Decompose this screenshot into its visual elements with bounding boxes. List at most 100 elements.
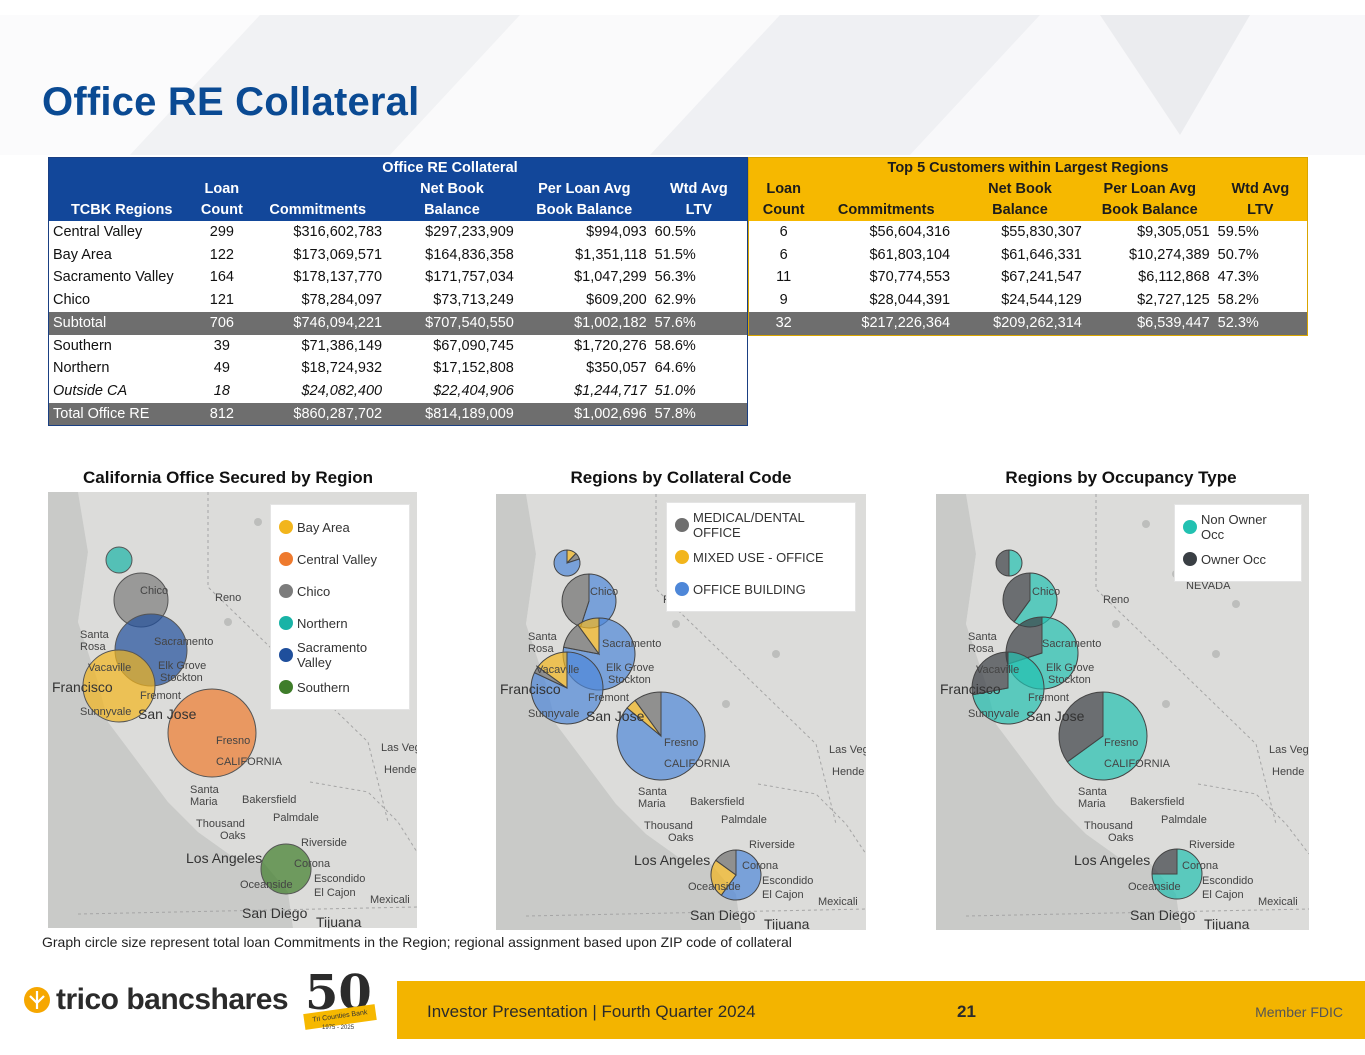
per-loan-cell: $1,002,696	[517, 402, 651, 426]
legend-dot-icon	[279, 648, 293, 662]
pie-central-valley-slice-0[interactable]	[1066, 691, 1148, 781]
commitments-cell: $217,226,364	[818, 311, 955, 336]
pie-southern-slice-0[interactable]	[720, 849, 762, 901]
col-header: Commitments	[269, 202, 367, 218]
anniversary-logo: 50 Tri Counties Bank 1975 - 2025	[300, 965, 382, 1037]
bubble-bay-area[interactable]	[82, 649, 156, 723]
per-loan-cell: $2,727,125	[1137, 292, 1210, 309]
count-cell: 122	[209, 246, 234, 263]
bubble-southern[interactable]	[260, 843, 312, 895]
pie-northern-slice-2[interactable]	[553, 549, 581, 577]
pie-sacramento-valley-slice-2[interactable]	[577, 617, 600, 656]
map-label-henderson: Hende	[832, 766, 865, 778]
pie-bay-area-slice-2[interactable]	[537, 651, 568, 689]
map-label-stockton: Stockton	[608, 674, 651, 686]
pie-southern-slice-0[interactable]	[1151, 848, 1203, 900]
table-header-row-1: Loan Net Book Per Loan Avg Wtd Avg	[748, 179, 1308, 200]
per-loan-cell: $1,720,276	[574, 337, 647, 354]
pie-bay-area-slice-1[interactable]	[971, 651, 1009, 696]
bubble-northern[interactable]	[105, 546, 133, 574]
table-header-row-1: Loan Net Book Per Loan Avg Wtd Avg	[48, 179, 748, 200]
legend-item[interactable]: MEDICAL/DENTAL OFFICE	[675, 509, 847, 541]
pie-central-valley-slice-1[interactable]	[1058, 691, 1104, 763]
legend-item[interactable]: MIXED USE - OFFICE	[675, 541, 847, 573]
col-header	[49, 179, 195, 200]
region-cell: Southern	[53, 337, 112, 354]
legend-label: Northern	[297, 615, 348, 631]
col-header: LTV	[685, 202, 712, 218]
ltv-cell: 59.5%	[1217, 224, 1259, 240]
per-loan-cell: $1,244,717	[574, 382, 647, 399]
col-header: Loan	[766, 181, 801, 197]
col-header: Balance	[424, 202, 480, 218]
legend-item[interactable]: Non Owner Occ	[1183, 511, 1293, 543]
region-map-title: California Office Secured by Region	[82, 468, 373, 487]
col-header	[818, 179, 954, 200]
map-label-chico: Chico	[1032, 586, 1061, 598]
per-loan-cell: $6,539,447	[1085, 311, 1214, 336]
map-legend: MEDICAL/DENTAL OFFICE MIXED USE - OFFICE O…	[666, 502, 856, 612]
pie-southern-slice-1[interactable]	[710, 859, 737, 896]
map-label-fremont: Fremont	[140, 690, 181, 702]
col-header: Loan	[204, 181, 240, 197]
col-header: Wtd Avg	[1231, 181, 1290, 197]
map-label-stockton: Stockton	[1048, 674, 1091, 686]
legend-item[interactable]: Central Valley	[279, 543, 401, 575]
map-label-santa-rosa: Santa	[968, 631, 997, 643]
map-label-corona: Corona	[294, 858, 331, 870]
legend-item[interactable]: Sacramento Valley	[279, 639, 401, 671]
table-row: 6 $61,803,104 $61,646,331 $10,274,389 50.7%	[749, 244, 1308, 267]
map-label-sunnyvale: Sunnyvale	[528, 708, 580, 720]
pie-northern-slice-0[interactable]	[1008, 549, 1023, 577]
pie-chico-slice-1[interactable]	[1002, 572, 1031, 623]
commitments-cell: $316,602,783	[293, 224, 383, 240]
region-map[interactable]: Reno Santa Rosa Sacramento Vacaville Elk Grov…	[48, 492, 417, 928]
pie-central-valley-slice-2[interactable]	[634, 691, 662, 738]
map-label-santa-maria: Santa	[190, 784, 219, 796]
commitments-cell: $71,386,149	[301, 337, 383, 354]
pie-southern-slice-1[interactable]	[1151, 848, 1178, 875]
legend-label: Bay Area	[297, 519, 350, 535]
net-book-cell: $297,233,909	[425, 224, 514, 240]
per-loan-cell: $10,274,389	[1129, 246, 1210, 263]
map-label-el-cajon: El Cajon	[314, 887, 356, 899]
count-cell: 49	[213, 360, 230, 377]
map-legend: Bay Area Central Valley Chico Northern Sacra…	[270, 504, 410, 710]
col-header: Wtd Avg	[669, 181, 728, 197]
map-label-sunnyvale: Sunnyvale	[968, 708, 1020, 720]
ltv-cell: 57.8%	[650, 402, 748, 426]
legend-item[interactable]: Northern	[279, 607, 401, 639]
legend-dot-icon	[279, 520, 293, 534]
map-label-thousand-oaks: Oaks	[668, 832, 694, 844]
per-loan-cell: $1,047,299	[574, 269, 647, 286]
legend-item[interactable]: Chico	[279, 575, 401, 607]
legend-dot-icon	[675, 550, 689, 564]
ltv-cell: 47.3%	[1217, 269, 1259, 286]
legend-item[interactable]: Owner Occ	[1183, 543, 1293, 575]
legend-item[interactable]: Bay Area	[279, 511, 401, 543]
map-label-bakersfield: Bakersfield	[242, 794, 297, 806]
map-label-los-angeles: Los Angeles	[634, 852, 711, 868]
region-cell: Total Office RE	[48, 402, 195, 426]
commitments-cell: $56,604,316	[869, 224, 951, 240]
count-cell: 164	[209, 269, 234, 286]
per-loan-cell: $994,093	[586, 224, 647, 240]
bubble-central-valley[interactable]	[167, 688, 257, 778]
map-label-fresno: Fresno	[1104, 737, 1139, 749]
map-label-escondido: Escondido	[762, 875, 814, 887]
pie-northern-slice-1[interactable]	[995, 549, 1010, 577]
region-cell: Outside CA	[53, 382, 128, 399]
net-book-cell: $67,241,547	[1001, 269, 1082, 286]
map-label-san-francisco: Francisco	[940, 681, 1001, 697]
collateral-map-title: Regions by Collateral Code	[570, 468, 792, 487]
pie-chico-slice-1[interactable]	[561, 573, 590, 628]
legend-dot-icon	[279, 616, 293, 630]
per-loan-cell: $6,112,868	[1138, 269, 1210, 286]
legend-label: OFFICE BUILDING	[693, 581, 806, 597]
table-row: 11 $70,774,553 $67,241,547 $6,112,868 47.3%	[749, 266, 1308, 289]
pie-southern-slice-2[interactable]	[715, 849, 737, 876]
occupancy-map[interactable]: Reno Santa Rosa Sacramento Vacaville Elk Grov…	[936, 494, 1309, 930]
legend-item[interactable]: Southern	[279, 671, 401, 703]
legend-item[interactable]: OFFICE BUILDING	[675, 573, 847, 605]
